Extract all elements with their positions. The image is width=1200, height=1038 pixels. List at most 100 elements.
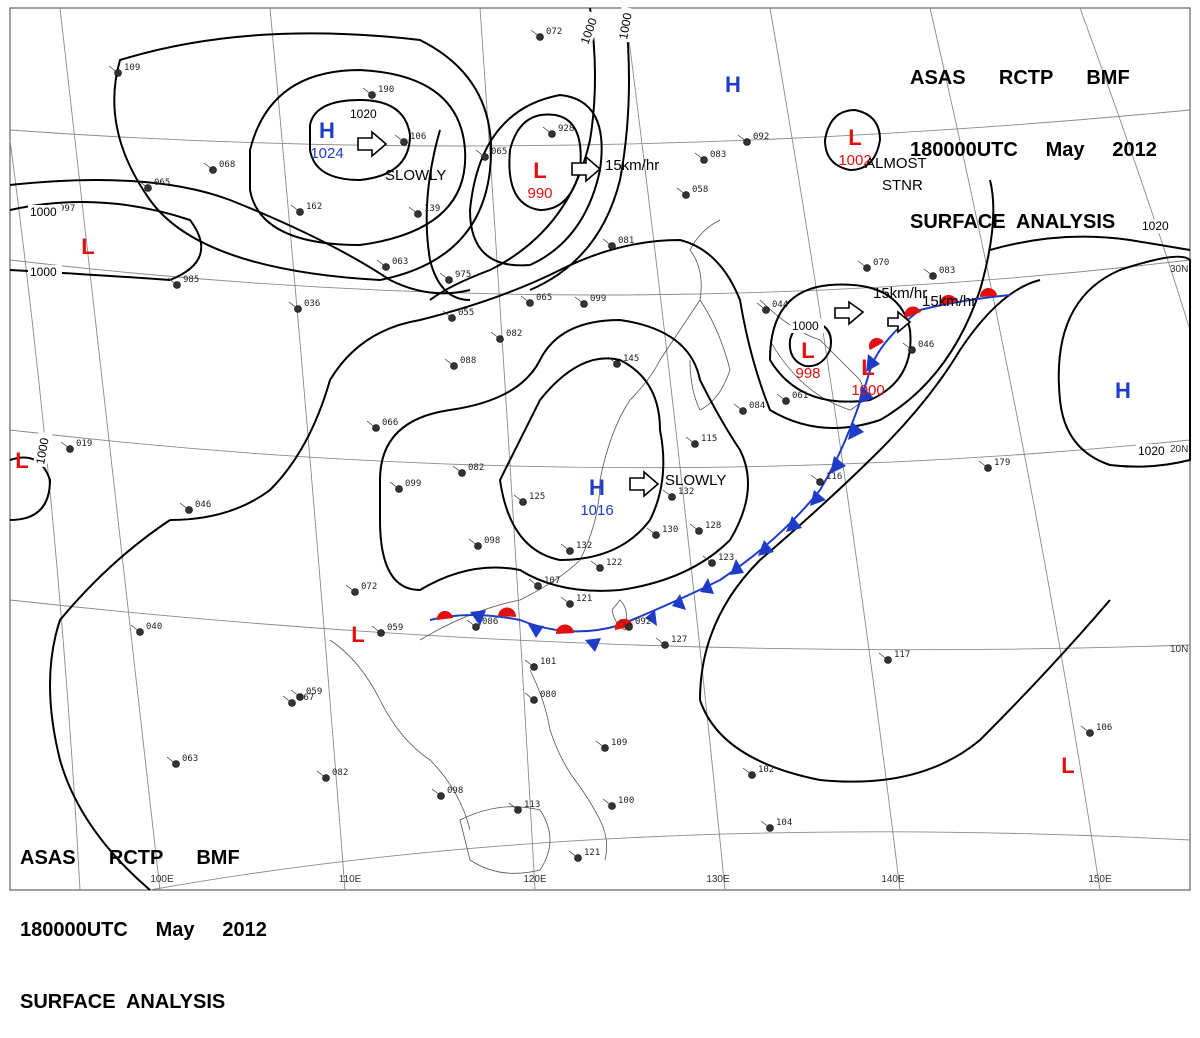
longitude-label: 150E: [1088, 874, 1112, 885]
station-pressure: 046: [918, 340, 934, 350]
coast-philippines: [529, 669, 608, 861]
wind-barb: [694, 152, 705, 161]
station-pressure: 106: [1096, 723, 1112, 733]
station-plot: 928: [542, 124, 574, 138]
weather-map: 109 190 106 068 065 162 139 063 065 928 975 072 083 0…: [9, 6, 1191, 891]
station-plot: 128: [689, 521, 721, 535]
isobar-central: [169, 179, 995, 521]
station-pressure: 121: [584, 848, 600, 858]
longitude-label: 140E: [881, 874, 905, 885]
cold-mark-1: [470, 610, 486, 626]
station-plot: 059: [371, 623, 403, 637]
wind-barb: [857, 260, 868, 269]
station-plot: 065: [475, 147, 507, 161]
station-plot: 068: [203, 160, 235, 174]
low-center-symbol: L: [1061, 753, 1074, 778]
station-plot: 066: [366, 418, 398, 432]
latitude-label: 20N: [1170, 444, 1188, 455]
wind-barb: [676, 187, 687, 196]
header-line-3: SURFACE ANALYSIS: [910, 211, 1116, 233]
station-pressure: 098: [484, 536, 500, 546]
isobar-nw-ring-3: [113, 32, 493, 282]
isobar-label: 1020: [1136, 444, 1170, 458]
station-pressure: 132: [678, 487, 694, 497]
high-center-symbol: H: [319, 118, 335, 143]
station-plot: 070: [857, 258, 889, 272]
station-plot: 083: [694, 150, 726, 164]
cold-mark-6: [700, 578, 714, 594]
header-top-right: ASAS RCTP BMF 180000UTC May 2012 SURFACE…: [910, 18, 1157, 258]
wind-barb: [923, 268, 934, 277]
isobar-label-bg: [790, 319, 824, 333]
isobar-label-text: 1020: [1138, 444, 1165, 458]
wind-barb: [574, 296, 585, 305]
arrow-low-1000: [887, 310, 912, 334]
cold-mark-8: [758, 540, 774, 556]
isobar-east-1020-ring: [1057, 255, 1191, 468]
wind-barb: [508, 802, 519, 811]
wind-barb: [345, 584, 356, 593]
station-pressure: 132: [576, 541, 592, 551]
station-plot: 117: [878, 650, 910, 664]
isobar-label: 1020: [1140, 219, 1174, 233]
footer-agency-3: BMF: [196, 847, 240, 869]
station-pressure: 123: [718, 553, 734, 563]
station-plot: 132: [560, 541, 592, 555]
station-plot: 098: [468, 536, 500, 550]
coastlines: [329, 219, 864, 874]
wind-barb: [602, 798, 613, 807]
footer-line-2: 180000UTC May 2012: [20, 918, 267, 942]
wind-barb: [1080, 725, 1091, 734]
coast-china: [419, 219, 721, 641]
isobar-west-outer: [9, 179, 471, 295]
station-pressure: 061: [792, 391, 808, 401]
isobar-label-text: 1020: [1142, 219, 1169, 233]
station-plot: 082: [316, 768, 348, 782]
station-pressure: 092: [635, 617, 651, 627]
meridian-90e: [9, 139, 81, 891]
isobar-low-998-ring-2: [768, 283, 912, 403]
station-pressure: 117: [894, 650, 910, 660]
meridian-130e: [624, 7, 726, 891]
wind-barb: [760, 820, 771, 829]
station-plot: 058: [676, 185, 708, 199]
station-pressure: 088: [460, 356, 476, 366]
station-pressure: 127: [671, 635, 687, 645]
station-plot: 139: [408, 204, 440, 218]
station-plot: 040: [130, 622, 162, 636]
longitude-label: 120E: [523, 874, 547, 885]
wind-barb: [60, 441, 71, 450]
wind-barb: [524, 692, 535, 701]
isobar-nw-ring-2: [249, 68, 467, 247]
isobar-east-1020-a: [989, 235, 1191, 251]
header-agency-1: ASAS: [910, 67, 966, 89]
station-plot: 059: [290, 687, 322, 701]
isobar-label-text: 1000: [33, 436, 51, 465]
station-pressure: 058: [692, 185, 708, 195]
arrow-high-1016: [629, 470, 660, 498]
station-pressure: 099: [405, 479, 421, 489]
wind-barb: [408, 206, 419, 215]
station-plot: 072: [345, 582, 377, 596]
station-pressure: 179: [994, 458, 1010, 468]
wind-barb: [452, 465, 463, 474]
station-pressure: 122: [606, 558, 622, 568]
wind-barb: [733, 403, 744, 412]
station-pressure: 082: [468, 463, 484, 473]
low-center-symbol: L: [801, 338, 814, 363]
meridian-120e: [479, 7, 536, 891]
wind-barb: [475, 149, 486, 158]
footer-agency-1: ASAS: [20, 847, 76, 869]
station-plot: 098: [431, 786, 463, 800]
station-plot: 099: [389, 479, 421, 493]
isobar-label-bg: [615, 6, 636, 43]
wind-barb: [389, 481, 400, 490]
isobar-label-text: 1000: [30, 205, 57, 219]
station-pressure: 082: [506, 329, 522, 339]
warm-mark-8: [979, 287, 997, 297]
wind-barb: [560, 596, 571, 605]
station-plot: 092: [619, 617, 651, 631]
isobar-label-bg: [28, 265, 62, 279]
station-pressure: 080: [540, 690, 556, 700]
